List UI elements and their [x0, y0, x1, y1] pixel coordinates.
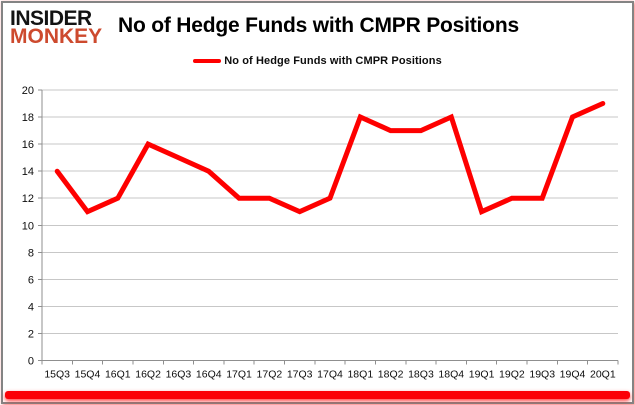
svg-text:16Q3: 16Q3 [166, 369, 192, 381]
svg-text:17Q1: 17Q1 [226, 369, 252, 381]
bottom-red-bar [5, 391, 630, 399]
svg-text:8: 8 [28, 247, 34, 259]
svg-text:17Q3: 17Q3 [287, 369, 313, 381]
svg-text:18Q3: 18Q3 [408, 369, 434, 381]
logo-line1: INSIDER [10, 7, 92, 30]
svg-text:4: 4 [28, 301, 34, 313]
svg-text:19Q2: 19Q2 [499, 369, 525, 381]
svg-text:17Q4: 17Q4 [317, 369, 343, 381]
svg-text:0: 0 [28, 356, 34, 368]
insider-monkey-logo: INSIDER MONKEY [10, 7, 103, 49]
svg-text:6: 6 [28, 274, 34, 286]
svg-text:16Q2: 16Q2 [135, 369, 161, 381]
svg-text:16Q1: 16Q1 [105, 369, 131, 381]
svg-text:15Q3: 15Q3 [44, 369, 70, 381]
svg-text:14: 14 [22, 166, 34, 178]
svg-text:2: 2 [28, 328, 34, 340]
svg-text:19Q1: 19Q1 [469, 369, 495, 381]
svg-text:18: 18 [22, 112, 34, 124]
svg-text:17Q2: 17Q2 [257, 369, 283, 381]
svg-text:16Q4: 16Q4 [196, 369, 222, 381]
svg-text:16: 16 [22, 139, 34, 151]
svg-text:19Q3: 19Q3 [529, 369, 555, 381]
svg-text:18Q4: 18Q4 [438, 369, 464, 381]
logo-line2: MONKEY [10, 25, 103, 49]
svg-text:18Q2: 18Q2 [378, 369, 404, 381]
line-chart: 0 2 4 6 8 10 12 14 16 18 20 15Q3 15Q4 16Q1 16Q2 16Q3 16Q… [22, 85, 619, 381]
svg-text:18Q1: 18Q1 [347, 369, 373, 381]
svg-text:20: 20 [22, 85, 34, 97]
legend-line-swatch [193, 59, 222, 63]
legend: No of Hedge Funds with CMPR Positions [3, 55, 632, 67]
svg-text:12: 12 [22, 193, 34, 205]
page-title: No of Hedge Funds with CMPR Positions [118, 14, 519, 37]
svg-text:19Q4: 19Q4 [560, 369, 586, 381]
svg-text:10: 10 [22, 220, 34, 232]
svg-text:15Q4: 15Q4 [75, 369, 101, 381]
svg-text:20Q1: 20Q1 [590, 369, 616, 381]
legend-label: No of Hedge Funds with CMPR Positions [224, 55, 442, 67]
